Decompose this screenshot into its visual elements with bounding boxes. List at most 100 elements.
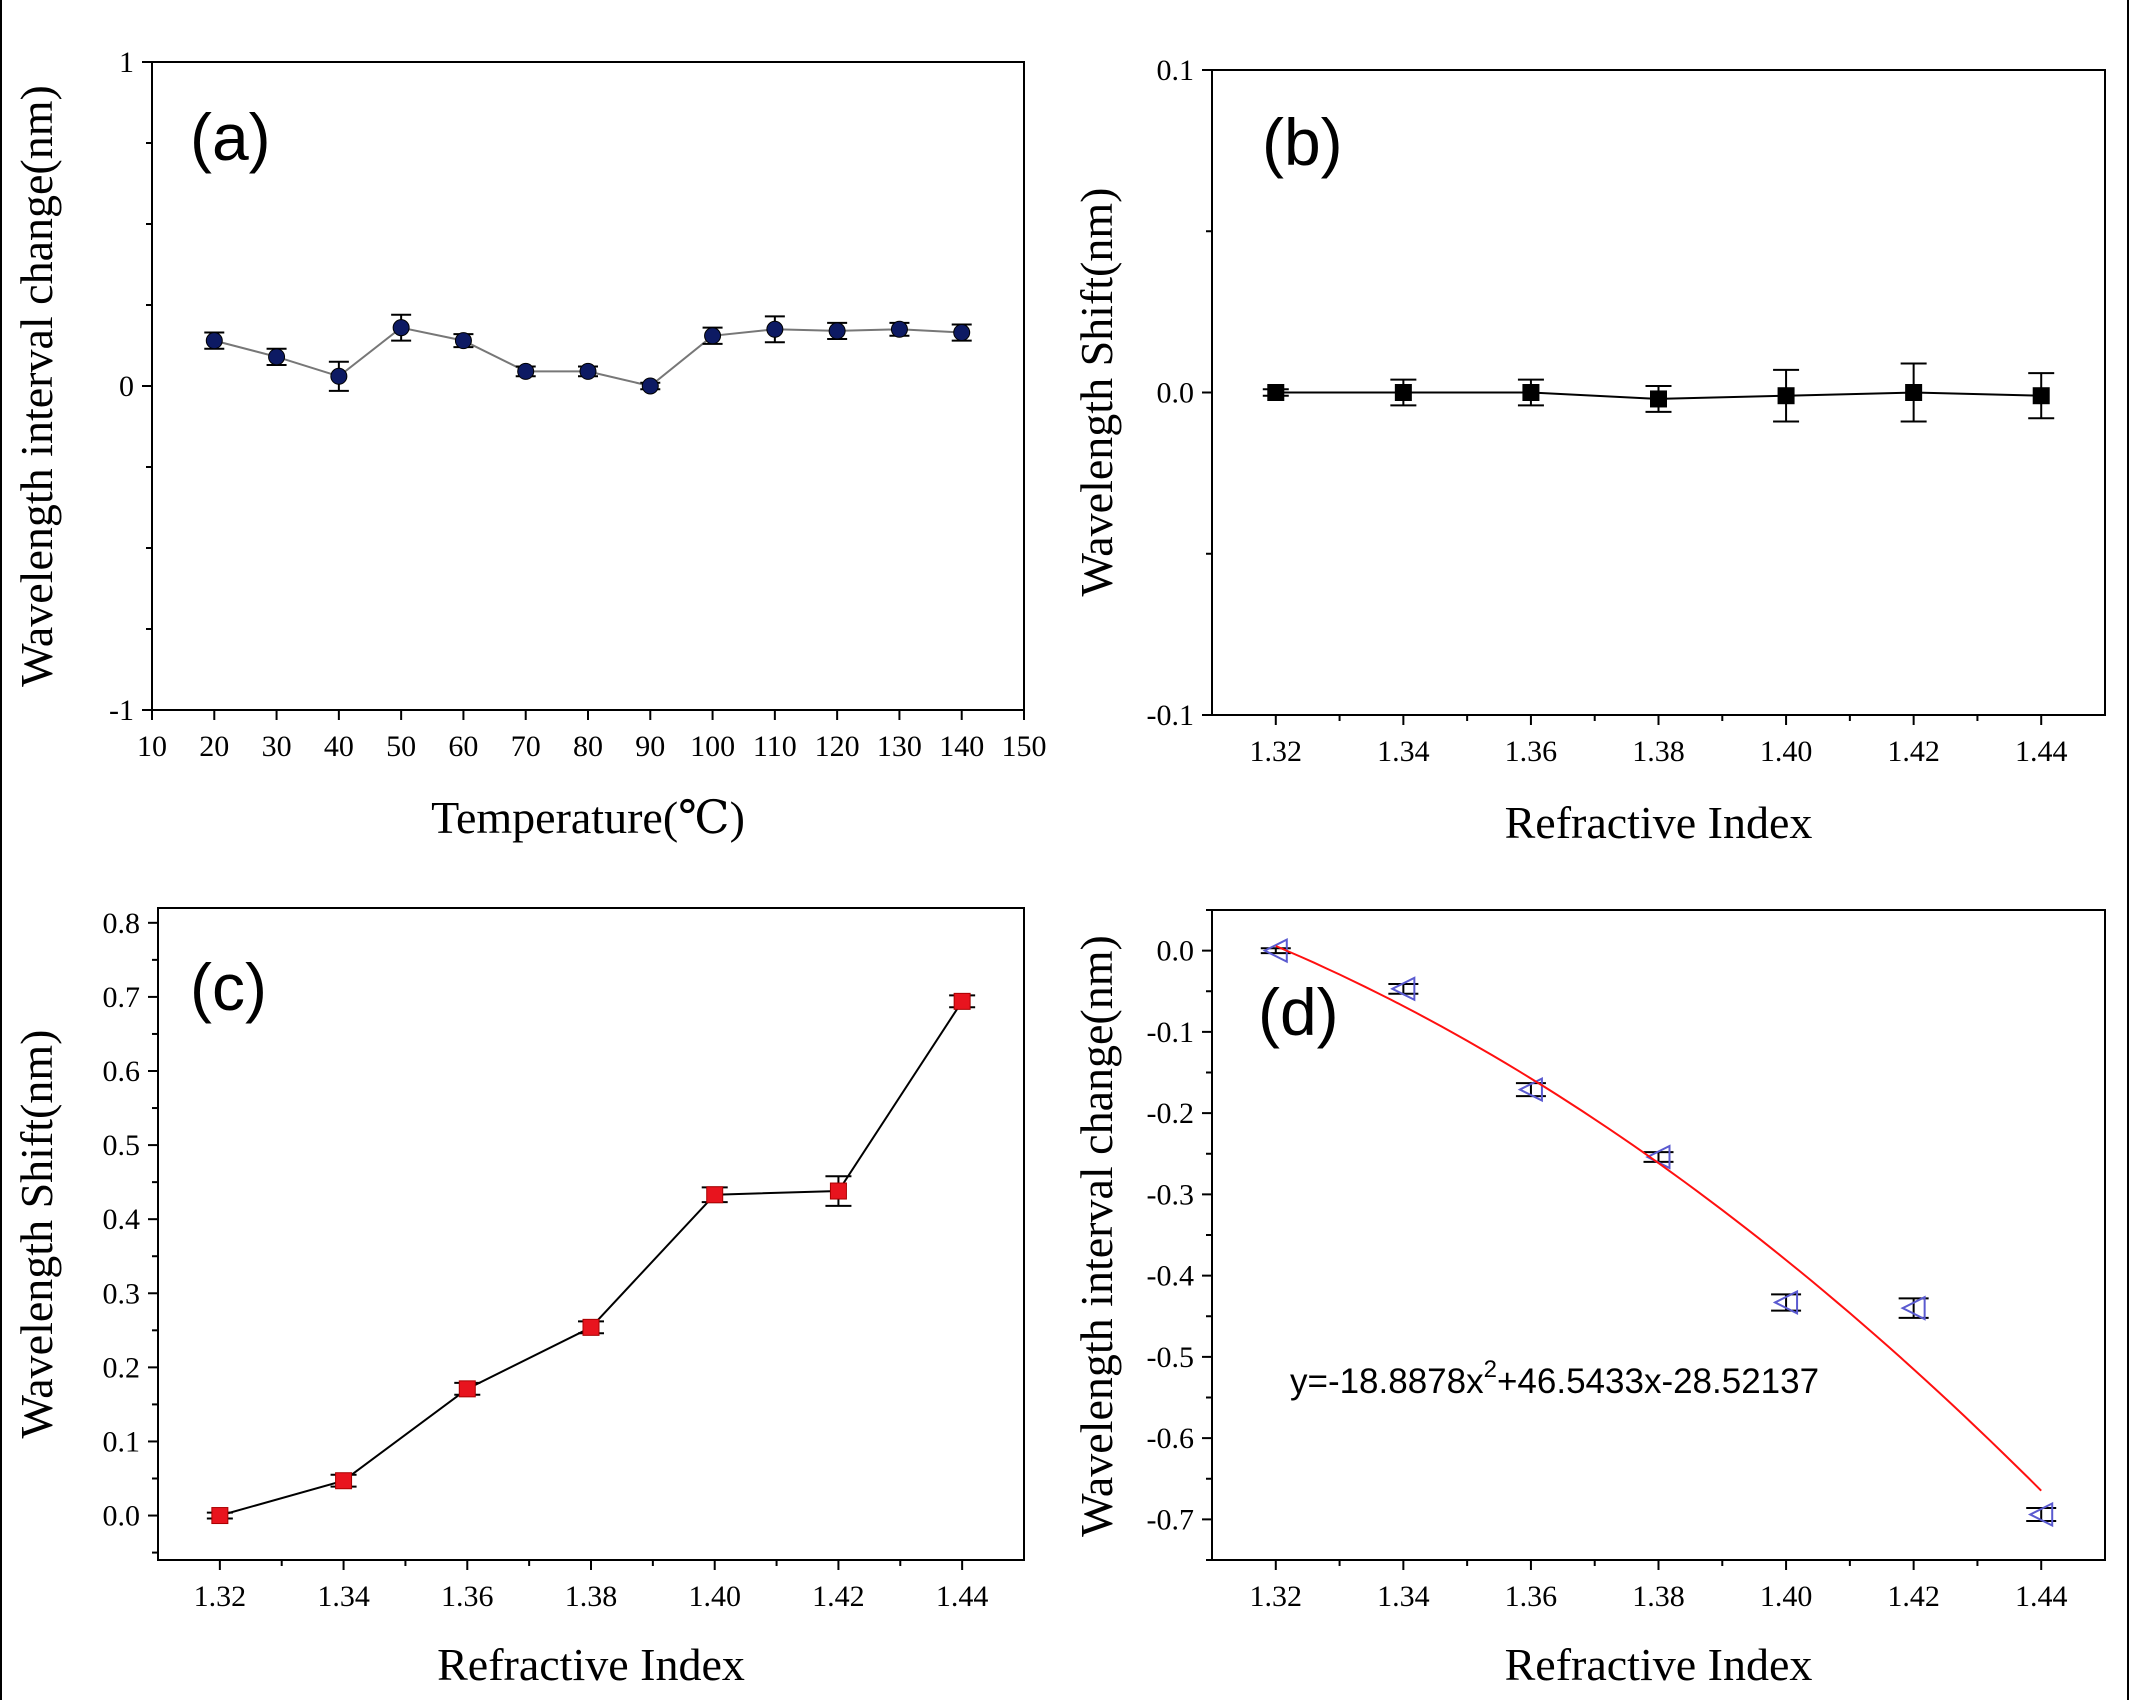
y-tick-label: 0.1 [103,1425,141,1458]
y-tick-label: 0.8 [103,907,141,940]
fit-equation-exponent: 2 [1484,1356,1497,1383]
data-point [706,1186,724,1204]
x-tick-label: 1.42 [1887,735,1940,768]
y-tick-label: 0.0 [103,1500,141,1533]
fit-equation-prefix: y=-18.8878x [1290,1362,1484,1401]
x-tick-label: 140 [939,730,984,763]
data-point [335,1472,353,1490]
panel-a-chart: 10 20 30 40 50 60 70 80 90 100 110 120 130 140 150 -1 0 1… [11,46,1047,843]
x-tick-label: 1.44 [2015,735,2068,768]
y-tick-label: -0.1 [1147,1016,1195,1049]
data-point [1772,1289,1799,1316]
data-point [1394,384,1412,401]
x-tick-label: 110 [753,730,797,763]
x-axis-title: Refractive Index [437,1639,745,1690]
data-point [1390,976,1416,1002]
data-point [205,332,223,350]
y-axis-title: Wavelength Shift(nm) [11,1030,62,1439]
x-tick-label: 1.44 [2015,1580,2068,1613]
data-point [458,1380,476,1398]
x-tick-label: 1.38 [565,1580,618,1613]
x-tick-label: 1.34 [317,1580,370,1613]
x-tick-label: 1.36 [1505,1580,1558,1613]
x-tick-label: 1.44 [936,1580,989,1613]
data-point [1267,384,1285,401]
data-point [1650,390,1667,408]
y-tick-label: -0.1 [1147,699,1195,732]
data-point [2032,387,2050,405]
y-tick-label: 0.0 [1157,935,1195,968]
data-point [1900,1295,1926,1321]
data-point [1777,387,1795,405]
x-axis-title: Refractive Index [1505,1639,1813,1690]
data-point [641,377,659,395]
y-tick-label: 0.3 [103,1277,141,1310]
y-tick-label: 0.5 [103,1129,141,1162]
panel-letter: (b) [1262,105,1343,179]
data-point [1522,384,1540,401]
y-tick-label: 0.7 [103,981,141,1014]
data-point [211,1507,229,1525]
x-tick-label: 1.38 [1632,1580,1685,1613]
y-tick-label: 0 [119,370,134,403]
x-tick-label: 20 [199,730,229,763]
y-tick-label: -1 [109,694,134,727]
y-tick-label: -0.2 [1147,1097,1195,1130]
y-tick-label: -0.3 [1147,1178,1195,1211]
x-tick-label: 1.40 [1760,1580,1813,1613]
x-tick-label: 80 [573,730,603,763]
data-point [330,367,348,385]
x-axis-title: Refractive Index [1505,797,1813,848]
x-tick-label: 1.38 [1632,735,1685,768]
fit-curve [1275,945,2042,1492]
data-point [268,348,286,366]
panel-c-chart: 1.32 1.34 1.36 1.38 1.40 1.42 1.44 0.0 0.1 0.2 0.3… [11,907,1025,1690]
x-tick-label: 1.40 [1760,735,1813,768]
x-tick-label: 50 [386,730,416,763]
y-axis-title: Wavelength interval change(nm) [11,85,62,687]
y-tick-label: 0.6 [103,1055,141,1088]
x-tick-label: 1.32 [1250,1580,1303,1613]
x-tick-label: 10 [137,730,167,763]
x-tick-label: 1.32 [1250,735,1303,768]
data-point [392,319,410,337]
panel-letter: (d) [1258,975,1339,1049]
data-point [890,320,908,338]
data-point [828,322,846,340]
data-point [1517,1076,1543,1103]
x-tick-label: 120 [815,730,860,763]
x-tick-label: 1.36 [441,1580,494,1613]
x-tick-label: 70 [511,730,541,763]
fit-equation: y=-18.8878x2+46.5433x-28.52137 [1290,1356,1819,1401]
y-tick-label: 0.1 [1157,54,1195,87]
x-tick-label: 100 [690,730,735,763]
x-tick-label: 1.42 [1887,1580,1940,1613]
data-point [454,332,472,350]
x-tick-label: 150 [1002,730,1047,763]
x-axis-title: Temperature(℃) [431,792,745,843]
x-tick-label: 1.34 [1377,1580,1430,1613]
x-tick-label: 40 [324,730,354,763]
panel-letter: (c) [190,950,267,1024]
y-tick-label: 0.2 [103,1351,141,1384]
panel-d-chart: 1.32 1.34 1.36 1.38 1.40 1.42 1.44 0.0 -0.1 -0.2 -… [1071,909,2106,1690]
y-tick-label: 1 [119,46,134,79]
x-tick-label: 1.32 [194,1580,247,1613]
data-point [766,320,784,338]
x-tick-label: 1.40 [688,1580,741,1613]
y-axis-title: Wavelength interval change(nm) [1071,935,1122,1537]
x-tick-label: 60 [448,730,478,763]
data-point [517,362,535,380]
fit-equation-suffix: +46.5433x-28.52137 [1497,1362,1819,1401]
panel-letter: (a) [190,100,271,174]
x-tick-label: 1.34 [1377,735,1430,768]
panel-b-chart: 1.32 1.34 1.36 1.38 1.40 1.42 1.44 -0.1 0.0 0.1 Re… [1071,54,2106,848]
y-tick-label: 0.0 [1157,377,1195,410]
data-point [1905,384,1923,401]
x-tick-label: 1.42 [812,1580,865,1613]
data-point [953,992,971,1010]
x-tick-label: 30 [262,730,292,763]
y-tick-label: -0.4 [1147,1260,1195,1293]
data-point [829,1182,847,1200]
